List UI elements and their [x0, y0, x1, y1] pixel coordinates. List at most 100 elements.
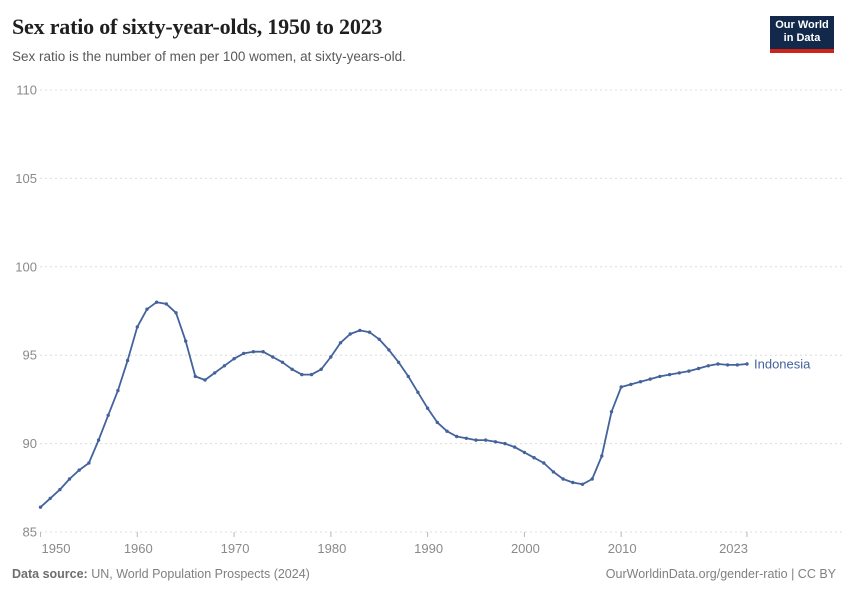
data-source-label: Data source:	[12, 567, 88, 581]
data-point	[580, 482, 585, 486]
chart-footer: Data source: UN, World Population Prospe…	[12, 567, 836, 581]
chart-title: Sex ratio of sixty-year-olds, 1950 to 20…	[12, 14, 383, 39]
data-point	[464, 436, 468, 440]
data-point	[590, 477, 594, 481]
y-tick-label: 95	[23, 348, 37, 363]
x-tick-label: 1990	[414, 541, 443, 556]
data-source-note: Data source: UN, World Population Prospe…	[12, 567, 310, 581]
data-point	[416, 390, 420, 394]
data-point	[203, 378, 207, 382]
data-point	[445, 429, 449, 433]
series-label-indonesia[interactable]: Indonesia	[754, 357, 811, 372]
data-point	[396, 360, 401, 364]
data-point	[619, 385, 623, 389]
x-tick-label: 2023	[719, 541, 748, 556]
data-point	[493, 440, 498, 444]
x-tick-label: 1980	[317, 541, 346, 556]
data-point	[377, 337, 381, 341]
data-point	[503, 441, 507, 446]
y-tick-label: 105	[15, 171, 37, 186]
data-point	[542, 461, 546, 465]
data-point	[551, 470, 556, 474]
x-tick-label: 2010	[608, 541, 637, 556]
data-point	[87, 461, 91, 465]
data-point	[38, 505, 43, 509]
data-point	[561, 477, 565, 481]
owid-logo-line1: Our World	[775, 19, 829, 31]
x-tick-label: 1960	[124, 541, 153, 556]
data-point	[193, 374, 197, 379]
data-point	[319, 367, 323, 371]
data-point	[106, 413, 110, 417]
data-point	[58, 487, 62, 492]
chart-subtitle: Sex ratio is the number of men per 100 w…	[12, 49, 406, 64]
data-point	[687, 369, 691, 373]
data-source-text: UN, World Population Prospects (2024)	[87, 567, 310, 581]
data-point	[600, 454, 604, 458]
data-point	[648, 377, 652, 381]
y-tick-label: 85	[23, 525, 37, 540]
data-point	[48, 496, 52, 501]
data-point	[232, 357, 236, 361]
data-point	[677, 371, 681, 375]
data-point	[338, 341, 343, 345]
data-point	[164, 302, 168, 306]
data-point	[116, 388, 120, 393]
data-point	[174, 311, 178, 315]
data-point	[455, 434, 459, 439]
data-point	[251, 350, 256, 354]
data-point	[658, 374, 662, 379]
data-point	[406, 374, 410, 379]
data-point	[609, 410, 614, 414]
data-point	[329, 355, 333, 359]
data-point	[96, 438, 101, 442]
y-tick-label: 110	[16, 83, 37, 98]
data-point	[213, 371, 217, 375]
data-point	[348, 332, 352, 336]
data-point	[154, 300, 159, 304]
data-point	[532, 456, 536, 460]
data-point	[716, 362, 720, 366]
data-point	[290, 367, 294, 371]
footer-link[interactable]: OurWorldinData.org/gender-ratio | CC BY	[605, 567, 836, 581]
data-point	[309, 372, 314, 377]
data-point	[484, 438, 488, 442]
data-point	[271, 355, 275, 359]
data-point	[242, 351, 246, 356]
data-point	[745, 362, 749, 366]
data-point	[145, 307, 149, 311]
y-tick-label: 90	[23, 436, 37, 451]
data-point	[300, 372, 304, 377]
data-point	[367, 330, 372, 334]
data-point	[706, 364, 710, 368]
data-point	[77, 468, 81, 472]
data-point	[280, 360, 285, 364]
series-line-indonesia[interactable]	[39, 301, 748, 508]
owid-logo-line2: in Data	[783, 32, 821, 44]
data-point	[667, 372, 672, 377]
data-point	[474, 438, 478, 442]
data-point	[696, 366, 701, 371]
data-point	[735, 363, 739, 367]
data-point	[629, 382, 633, 387]
data-point	[725, 363, 730, 367]
data-point	[135, 325, 139, 329]
x-tick-label: 1950	[42, 541, 71, 556]
data-point	[435, 420, 439, 425]
data-point	[571, 480, 575, 485]
x-tick-label: 2000	[511, 541, 540, 556]
data-point	[184, 339, 188, 343]
data-point	[222, 364, 227, 368]
x-tick-label: 1970	[221, 541, 250, 556]
data-point	[67, 477, 72, 481]
data-point	[125, 358, 130, 363]
owid-logo[interactable]: Our World in Data	[770, 16, 834, 53]
data-point	[387, 348, 391, 352]
data-point	[358, 328, 362, 333]
data-point	[261, 350, 265, 354]
data-point	[638, 380, 643, 384]
data-point	[522, 450, 527, 455]
y-tick-label: 100	[15, 259, 37, 274]
